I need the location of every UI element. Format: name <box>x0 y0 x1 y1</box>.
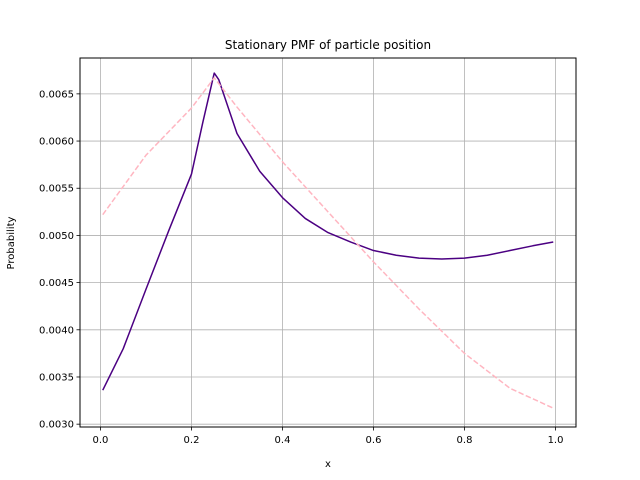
y-tick-label: 0.0065 <box>39 89 74 100</box>
y-tick-label: 0.0050 <box>39 231 74 242</box>
series-layer <box>102 72 554 409</box>
plot-area <box>80 58 576 427</box>
x-tick-label: 0.0 <box>93 435 109 446</box>
grid <box>80 58 576 427</box>
plot-frame <box>79 57 577 428</box>
y-axis-label: Probability <box>6 216 17 269</box>
y-tick-label: 0.0060 <box>39 137 74 148</box>
x-tick-label: 0.6 <box>366 435 382 446</box>
x-tick-label: 0.8 <box>457 435 473 446</box>
solid-series-line <box>102 72 554 391</box>
y-tick-label: 0.0055 <box>39 184 74 195</box>
chart-title: Stationary PMF of particle position <box>225 38 431 52</box>
y-tick-label: 0.0040 <box>39 325 74 336</box>
y-tick-label: 0.0045 <box>39 278 74 289</box>
x-tick-label: 1.0 <box>548 435 564 446</box>
y-tick-label: 0.0035 <box>39 372 74 383</box>
ticks: 0.0 0.2 0.4 0.6 0.8 1.0 0.0030 0.0035 0.0040 0.00… <box>39 89 563 446</box>
x-tick-label: 0.2 <box>184 435 200 446</box>
x-tick-label: 0.4 <box>275 435 291 446</box>
dashed-series-line <box>102 77 554 409</box>
x-axis-label: x <box>325 459 331 470</box>
y-tick-label: 0.0030 <box>39 420 74 431</box>
